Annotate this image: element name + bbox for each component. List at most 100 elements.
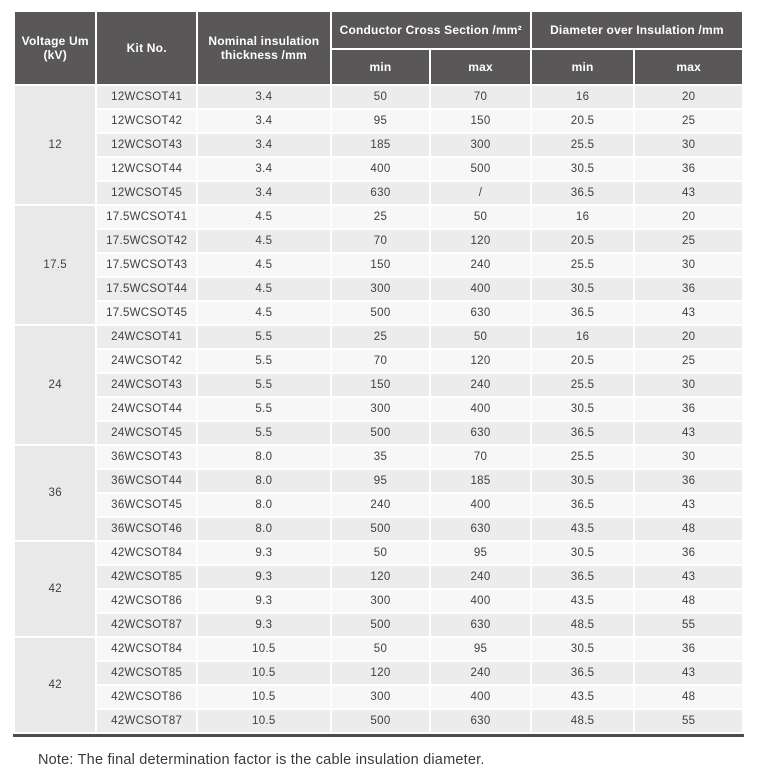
ccs-min-cell: 240 xyxy=(331,494,430,516)
kit-no-cell: 12WCSOT43 xyxy=(97,134,196,156)
ccs-max-cell: 300 xyxy=(431,134,530,156)
table-row: 24WCSOT45 5.5 500 630 36.5 43 xyxy=(15,422,742,444)
dia-max-cell: 43 xyxy=(635,662,742,684)
thickness-cell: 9.3 xyxy=(197,542,330,564)
dia-min-cell: 25.5 xyxy=(531,134,634,156)
dia-max-cell: 36 xyxy=(635,542,742,564)
ccs-min-cell: 25 xyxy=(331,206,430,228)
ccs-min-cell: 150 xyxy=(331,254,430,276)
dia-max-cell: 43 xyxy=(635,302,742,324)
ccs-max-cell: 240 xyxy=(431,662,530,684)
header-kit-no: Kit No. xyxy=(97,12,196,84)
thickness-cell: 4.5 xyxy=(197,254,330,276)
ccs-min-cell: 300 xyxy=(331,590,430,612)
thickness-cell: 3.4 xyxy=(197,158,330,180)
dia-min-cell: 48.5 xyxy=(531,710,634,732)
dia-min-cell: 20.5 xyxy=(531,230,634,252)
ccs-max-cell: 240 xyxy=(431,254,530,276)
kit-no-cell: 24WCSOT44 xyxy=(97,398,196,420)
dia-max-cell: 36 xyxy=(635,158,742,180)
ccs-max-cell: 185 xyxy=(431,470,530,492)
dia-max-cell: 30 xyxy=(635,134,742,156)
dia-max-cell: 30 xyxy=(635,374,742,396)
header-conductor-cross-section: Conductor Cross Section /mm² xyxy=(331,12,530,48)
dia-min-cell: 43.5 xyxy=(531,686,634,708)
table-row: 36WCSOT46 8.0 500 630 43.5 48 xyxy=(15,518,742,540)
voltage-group-cell: 36 xyxy=(15,446,96,540)
ccs-max-cell: 95 xyxy=(431,542,530,564)
dia-min-cell: 16 xyxy=(531,86,634,108)
voltage-group-cell: 42 xyxy=(15,638,96,732)
ccs-max-cell: 630 xyxy=(431,422,530,444)
dia-max-cell: 48 xyxy=(635,518,742,540)
table-row: 12 12WCSOT41 3.4 50 70 16 20 xyxy=(15,86,742,204)
table-row: 36 36WCSOT43 8.0 35 70 25.5 30 xyxy=(15,446,742,540)
header-dia-max: max xyxy=(635,50,742,84)
table-row: 24 24WCSOT41 5.5 25 50 16 20 xyxy=(15,326,742,444)
ccs-min-cell: 25 xyxy=(331,326,430,348)
ccs-min-cell: 630 xyxy=(331,182,430,204)
voltage-group-cell: 12 xyxy=(15,86,96,204)
kit-no-cell: 12WCSOT42 xyxy=(97,110,196,132)
ccs-min-cell: 70 xyxy=(331,350,430,372)
thickness-cell: 5.5 xyxy=(197,422,330,444)
header-nominal-thickness: Nominal insulation thickness /mm xyxy=(197,12,330,84)
table-row: 42 42WCSOT84 10.5 50 95 30.5 36 xyxy=(15,638,742,732)
ccs-max-cell: 50 xyxy=(431,206,530,228)
ccs-min-cell: 120 xyxy=(331,566,430,588)
ccs-max-cell: 120 xyxy=(431,350,530,372)
kit-no-cell: 42WCSOT84 xyxy=(97,638,196,660)
table-row: 17.5WCSOT42 4.5 70 120 20.5 25 xyxy=(15,230,742,252)
voltage-group-cell: 24 xyxy=(15,326,96,444)
dia-min-cell: 43.5 xyxy=(531,518,634,540)
dia-max-cell: 25 xyxy=(635,110,742,132)
dia-max-cell: 25 xyxy=(635,230,742,252)
thickness-cell: 4.5 xyxy=(197,230,330,252)
ccs-max-cell: 240 xyxy=(431,566,530,588)
header-ccs-min: min xyxy=(331,50,430,84)
dia-min-cell: 30.5 xyxy=(531,398,634,420)
ccs-min-cell: 185 xyxy=(331,134,430,156)
kit-no-cell: 42WCSOT85 xyxy=(97,662,196,684)
dia-max-cell: 25 xyxy=(635,350,742,372)
dia-max-cell: 20 xyxy=(635,326,742,348)
ccs-max-cell: 500 xyxy=(431,158,530,180)
dia-min-cell: 30.5 xyxy=(531,278,634,300)
ccs-min-cell: 500 xyxy=(331,422,430,444)
dia-min-cell: 30.5 xyxy=(531,542,634,564)
thickness-cell: 4.5 xyxy=(197,206,330,228)
dia-min-cell: 36.5 xyxy=(531,494,634,516)
thickness-cell: 8.0 xyxy=(197,446,330,468)
dia-min-cell: 36.5 xyxy=(531,182,634,204)
ccs-max-cell: 630 xyxy=(431,302,530,324)
header-voltage: Voltage Um (kV) xyxy=(15,12,96,84)
dia-max-cell: 48 xyxy=(635,590,742,612)
ccs-min-cell: 300 xyxy=(331,398,430,420)
kit-no-cell: 42WCSOT87 xyxy=(97,614,196,636)
kit-no-cell: 12WCSOT44 xyxy=(97,158,196,180)
ccs-max-cell: 150 xyxy=(431,110,530,132)
ccs-min-cell: 95 xyxy=(331,470,430,492)
dia-min-cell: 30.5 xyxy=(531,158,634,180)
dia-max-cell: 36 xyxy=(635,470,742,492)
thickness-cell: 8.0 xyxy=(197,518,330,540)
ccs-max-cell: 240 xyxy=(431,374,530,396)
thickness-cell: 10.5 xyxy=(197,686,330,708)
thickness-cell: 3.4 xyxy=(197,110,330,132)
ccs-min-cell: 400 xyxy=(331,158,430,180)
thickness-cell: 5.5 xyxy=(197,350,330,372)
dia-max-cell: 55 xyxy=(635,614,742,636)
thickness-cell: 3.4 xyxy=(197,182,330,204)
dia-max-cell: 43 xyxy=(635,494,742,516)
table-row: 24WCSOT43 5.5 150 240 25.5 30 xyxy=(15,374,742,396)
ccs-min-cell: 70 xyxy=(331,230,430,252)
ccs-min-cell: 500 xyxy=(331,302,430,324)
ccs-min-cell: 50 xyxy=(331,542,430,564)
ccs-max-cell: 400 xyxy=(431,278,530,300)
ccs-max-cell: 630 xyxy=(431,614,530,636)
header-dia-min: min xyxy=(531,50,634,84)
table-row: 24WCSOT44 5.5 300 400 30.5 36 xyxy=(15,398,742,420)
kit-no-cell: 42WCSOT86 xyxy=(97,686,196,708)
table-row: 42WCSOT85 10.5 120 240 36.5 43 xyxy=(15,662,742,684)
